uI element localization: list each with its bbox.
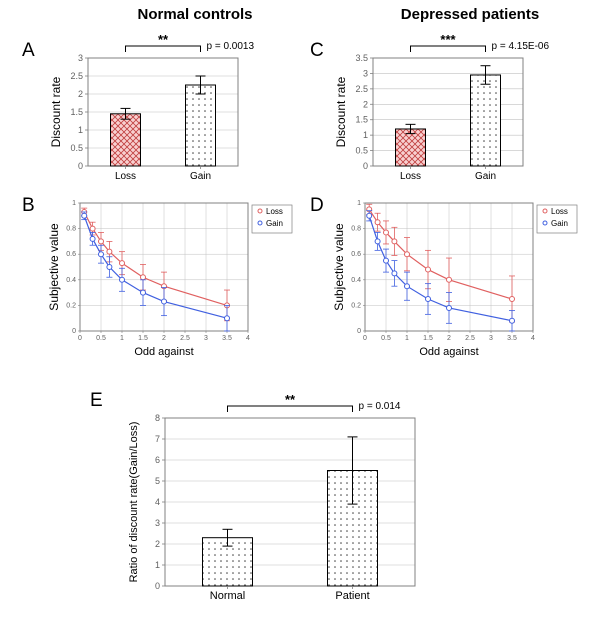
panel-label-e: E xyxy=(90,390,103,412)
svg-text:7: 7 xyxy=(155,434,160,444)
svg-text:2.5: 2.5 xyxy=(355,84,368,94)
svg-text:Ratio of discount rate(Gain/Lo: Ratio of discount rate(Gain/Loss) xyxy=(128,422,140,583)
svg-text:p = 0.014: p = 0.014 xyxy=(359,401,401,412)
svg-text:3: 3 xyxy=(204,335,208,342)
svg-text:1: 1 xyxy=(155,560,160,570)
svg-text:0.4: 0.4 xyxy=(66,277,76,284)
svg-text:p = 0.0013: p = 0.0013 xyxy=(207,41,255,52)
svg-text:Subjective value: Subjective value xyxy=(332,223,346,311)
svg-text:3: 3 xyxy=(78,53,83,63)
line-chart-b: 0 0.2 0.4 0.6 0.8 1 0 0.5 1 1.5 2 2.5 3 3.5 4 Subjectiv… xyxy=(40,195,300,370)
svg-text:0.5: 0.5 xyxy=(96,335,106,342)
svg-text:5: 5 xyxy=(155,476,160,486)
svg-text:0.2: 0.2 xyxy=(351,302,361,309)
panel-label-d: D xyxy=(310,195,324,217)
svg-text:1: 1 xyxy=(357,200,361,207)
svg-text:0.5: 0.5 xyxy=(70,143,83,153)
svg-text:4: 4 xyxy=(155,497,160,507)
svg-text:Discount rate: Discount rate xyxy=(334,76,348,147)
svg-text:Odd against: Odd against xyxy=(419,346,478,358)
svg-text:3: 3 xyxy=(155,518,160,528)
svg-text:0.4: 0.4 xyxy=(351,277,361,284)
svg-text:4: 4 xyxy=(531,335,535,342)
svg-text:0: 0 xyxy=(155,581,160,591)
svg-text:0: 0 xyxy=(78,161,83,171)
svg-text:3.5: 3.5 xyxy=(507,335,517,342)
svg-text:2: 2 xyxy=(155,539,160,549)
svg-text:**: ** xyxy=(158,32,169,47)
panel-label-a: A xyxy=(22,40,35,62)
svg-text:0: 0 xyxy=(72,328,76,335)
svg-text:3: 3 xyxy=(489,335,493,342)
svg-text:0: 0 xyxy=(363,335,367,342)
svg-text:0.6: 0.6 xyxy=(66,251,76,258)
svg-text:8: 8 xyxy=(155,413,160,423)
svg-text:0.8: 0.8 xyxy=(66,226,76,233)
svg-text:0.6: 0.6 xyxy=(351,251,361,258)
svg-text:1: 1 xyxy=(405,335,409,342)
svg-text:2: 2 xyxy=(447,335,451,342)
panel-label-c: C xyxy=(310,40,324,62)
svg-text:0.8: 0.8 xyxy=(351,226,361,233)
svg-text:p = 4.15E-06: p = 4.15E-06 xyxy=(492,41,550,52)
svg-text:**: ** xyxy=(285,392,296,407)
svg-text:Loss: Loss xyxy=(551,207,568,216)
svg-text:Gain: Gain xyxy=(266,219,283,228)
svg-text:Patient: Patient xyxy=(335,590,369,602)
svg-text:1: 1 xyxy=(120,335,124,342)
col-title-left: Normal controls xyxy=(95,6,295,23)
svg-text:1.5: 1.5 xyxy=(355,115,368,125)
svg-text:Gain: Gain xyxy=(190,171,211,182)
svg-text:2.5: 2.5 xyxy=(465,335,475,342)
svg-text:0.5: 0.5 xyxy=(381,335,391,342)
line-chart-d: 0 0.2 0.4 0.6 0.8 1 0 0.5 1 1.5 2 2.5 3 3.5 4 Subjectiv… xyxy=(325,195,595,370)
bar-chart-c: 0 0.5 1 1.5 2 2.5 3 3.5 Loss Gain *** p = 4.15E-06 D… xyxy=(325,30,595,190)
svg-text:3: 3 xyxy=(363,68,368,78)
svg-text:4: 4 xyxy=(246,335,250,342)
svg-text:Discount rate: Discount rate xyxy=(49,76,63,147)
svg-text:0: 0 xyxy=(78,335,82,342)
bar-chart-e: 0 1 2 3 4 5 6 7 8 Normal Patient ** p = 0.014 Ratio o… xyxy=(110,390,490,620)
svg-text:1.5: 1.5 xyxy=(138,335,148,342)
col-title-right: Depressed patients xyxy=(360,6,580,23)
svg-text:Odd against: Odd against xyxy=(134,346,193,358)
svg-text:1.5: 1.5 xyxy=(423,335,433,342)
svg-text:3.5: 3.5 xyxy=(222,335,232,342)
svg-text:2.5: 2.5 xyxy=(70,71,83,81)
svg-text:Loss: Loss xyxy=(115,171,136,182)
svg-text:3.5: 3.5 xyxy=(355,53,368,63)
panel-label-b: B xyxy=(22,195,35,217)
svg-text:1: 1 xyxy=(72,200,76,207)
svg-text:2: 2 xyxy=(78,89,83,99)
svg-text:0: 0 xyxy=(357,328,361,335)
svg-text:6: 6 xyxy=(155,455,160,465)
svg-text:1: 1 xyxy=(363,130,368,140)
svg-text:Subjective value: Subjective value xyxy=(47,223,61,311)
svg-text:Loss: Loss xyxy=(400,171,421,182)
svg-text:Gain: Gain xyxy=(551,219,568,228)
svg-text:Gain: Gain xyxy=(475,171,496,182)
svg-text:0.5: 0.5 xyxy=(355,146,368,156)
svg-text:1: 1 xyxy=(78,125,83,135)
svg-text:***: *** xyxy=(440,32,456,47)
svg-text:Loss: Loss xyxy=(266,207,283,216)
svg-text:0: 0 xyxy=(363,161,368,171)
svg-text:1.5: 1.5 xyxy=(70,107,83,117)
bar-chart-a: 0 0.5 1 1.5 2 2.5 3 Loss Gain ** p = 0.0013 Discoun… xyxy=(40,30,300,190)
svg-text:2: 2 xyxy=(162,335,166,342)
svg-text:0.2: 0.2 xyxy=(66,302,76,309)
svg-text:2: 2 xyxy=(363,99,368,109)
svg-text:2.5: 2.5 xyxy=(180,335,190,342)
svg-text:Normal: Normal xyxy=(210,590,245,602)
